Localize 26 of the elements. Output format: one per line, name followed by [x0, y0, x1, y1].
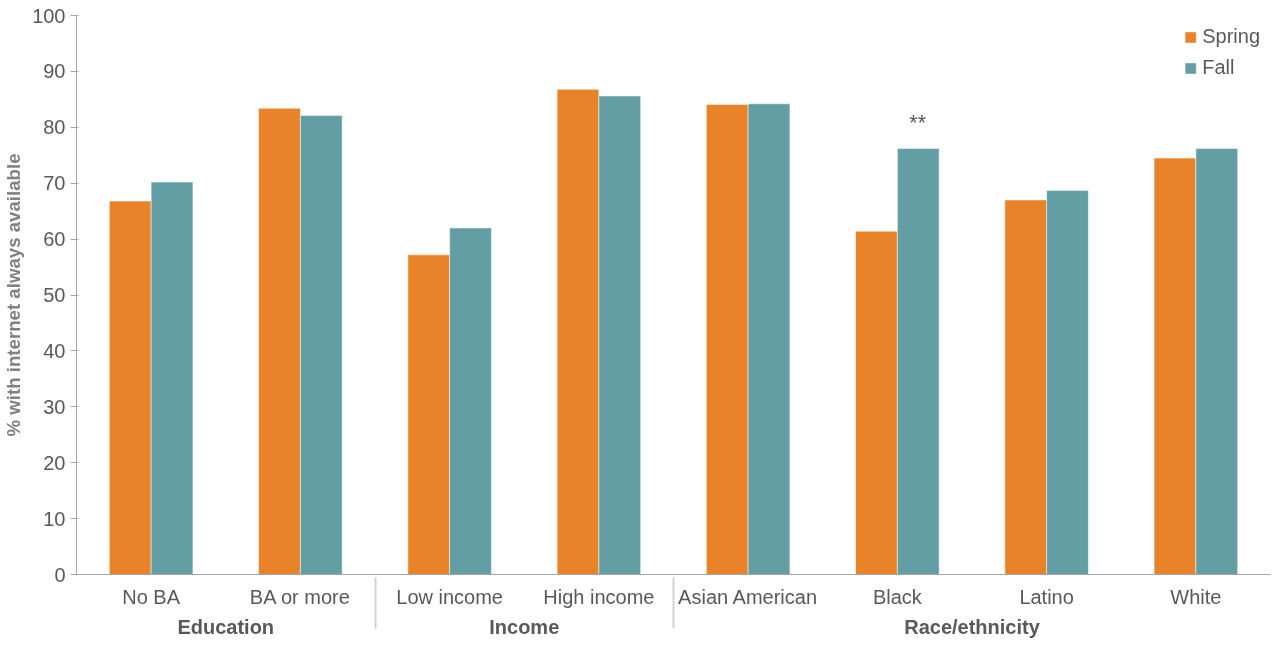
y-tick-label: 50: [43, 284, 66, 306]
y-tick-label: 30: [43, 395, 66, 418]
text: Income: [489, 615, 560, 638]
legend-label: Spring: [1202, 25, 1260, 48]
legend-label: Fall: [1202, 56, 1235, 79]
y-tick-label: 10: [43, 507, 66, 530]
x-tick-label: BA or more: [249, 585, 350, 608]
y-tick-label: 0: [54, 563, 66, 586]
x-tick-label: Low income: [396, 585, 503, 608]
text: Education: [177, 615, 275, 638]
x-tick-label: High income: [543, 585, 655, 608]
annotation: **: [909, 110, 926, 135]
text: Race/ethnicity: [904, 615, 1041, 638]
y-tick-label: 60: [43, 228, 66, 251]
y-axis-title: % with internet always available: [3, 153, 25, 437]
x-tick-label: White: [1170, 585, 1222, 608]
y-tick-label: 40: [43, 339, 66, 362]
y-tick-label: 80: [43, 116, 66, 139]
y-tick-label: 100: [32, 4, 66, 27]
y-tick-label: 20: [43, 451, 66, 474]
x-tick-label: Asian American: [678, 585, 818, 608]
y-tick-label: 70: [43, 172, 66, 195]
y-tick-label: 90: [43, 60, 66, 83]
x-tick-label: Latino: [1019, 585, 1074, 608]
x-tick-label: Black: [872, 585, 923, 608]
x-tick-label: No BA: [122, 585, 181, 608]
